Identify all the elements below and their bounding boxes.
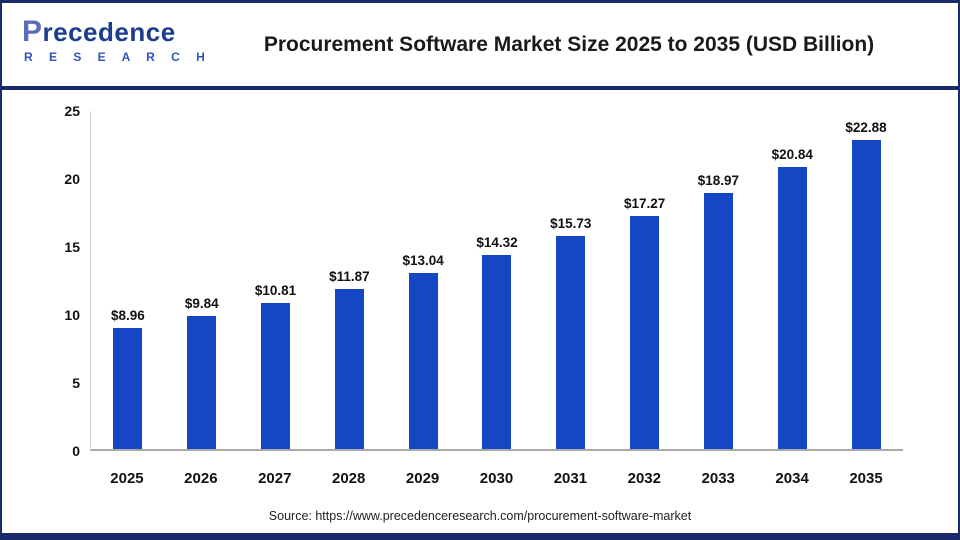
- x-axis-label: 2027: [258, 469, 292, 487]
- bar-value-label: $10.81: [254, 282, 297, 298]
- header-divider: [2, 86, 958, 90]
- y-axis-tick-label: 15: [64, 239, 80, 255]
- bar-value-label: $15.73: [550, 216, 592, 232]
- bar-value-label: $8.96: [111, 307, 145, 323]
- logo-subtitle: R E S E A R C H: [24, 50, 212, 64]
- logo-wordmark: Precedence: [22, 17, 211, 47]
- x-axis-label: 2033: [701, 469, 735, 487]
- bar: [261, 302, 291, 449]
- x-axis-label: 2026: [184, 469, 218, 487]
- bar: [113, 327, 143, 449]
- x-axis-label: 2028: [331, 469, 366, 487]
- y-axis-tick-label: 5: [72, 375, 80, 391]
- bar-group: $17.27: [608, 111, 682, 449]
- y-axis: 0 5 10 15 20 25: [32, 103, 80, 459]
- logo-initial: P: [22, 15, 43, 48]
- bar-group: $15.73: [534, 111, 608, 449]
- y-axis-tick-label: 25: [64, 103, 80, 119]
- source-text: Source: https://www.precedenceresearch.c…: [268, 509, 692, 523]
- chart-title: Procurement Software Market Size 2025 to…: [263, 32, 875, 56]
- bar-value-label: $20.84: [771, 147, 813, 163]
- bar-value-label: $9.84: [184, 295, 219, 311]
- x-axis-label: 2032: [627, 469, 661, 487]
- y-axis-tick-label: 10: [64, 307, 80, 323]
- bar: [777, 167, 807, 449]
- bar: [408, 272, 438, 449]
- y-axis-tick-label: 20: [64, 171, 80, 187]
- bar-group: $22.88: [829, 111, 903, 449]
- bar-group: $10.81: [239, 111, 313, 449]
- bar-group: $14.32: [460, 111, 534, 449]
- y-axis-tick-label: 0: [72, 443, 80, 459]
- x-axis-label: 2035: [849, 469, 883, 487]
- bar: [630, 215, 660, 449]
- logo-wordmark-rest: recedence: [42, 17, 176, 47]
- bar-group: $13.04: [386, 111, 460, 449]
- x-axis-label: 2030: [479, 469, 514, 487]
- bar: [851, 139, 881, 449]
- bar-group: $20.84: [755, 111, 829, 449]
- bar: [482, 255, 512, 449]
- bar-group: $9.84: [165, 111, 239, 449]
- bar-value-label: $22.88: [845, 119, 887, 135]
- x-axis-label: 2025: [110, 469, 144, 487]
- bar-group: $11.87: [312, 111, 386, 449]
- bar-group: $18.97: [682, 111, 756, 449]
- bar: [187, 315, 217, 449]
- bar: [556, 236, 586, 449]
- precedence-research-logo: Precedence R E S E A R C H: [22, 17, 212, 64]
- bar-value-label: $13.04: [402, 252, 444, 268]
- x-axis: 2025 2026 2027 2028 2029 2030 2031 2032 2033 2034…: [90, 467, 903, 489]
- bar-value-label: $14.32: [476, 235, 518, 251]
- x-axis-label: 2034: [775, 469, 809, 487]
- bar-group: $8.96: [91, 111, 165, 449]
- bar: [703, 192, 733, 449]
- bar-value-label: $17.27: [623, 195, 666, 211]
- x-axis-label: 2031: [553, 469, 588, 487]
- bar-value-label: $18.97: [697, 172, 740, 188]
- bar: [334, 288, 364, 449]
- bar-value-label: $11.87: [329, 268, 370, 284]
- bar-chart-plot-area: $8.96 $9.84 $10.81 $11.87 $13.04 $14.32 $15.73…: [90, 111, 903, 451]
- x-axis-label: 2029: [405, 469, 440, 487]
- header: Precedence R E S E A R C H Procurement S…: [2, 3, 958, 86]
